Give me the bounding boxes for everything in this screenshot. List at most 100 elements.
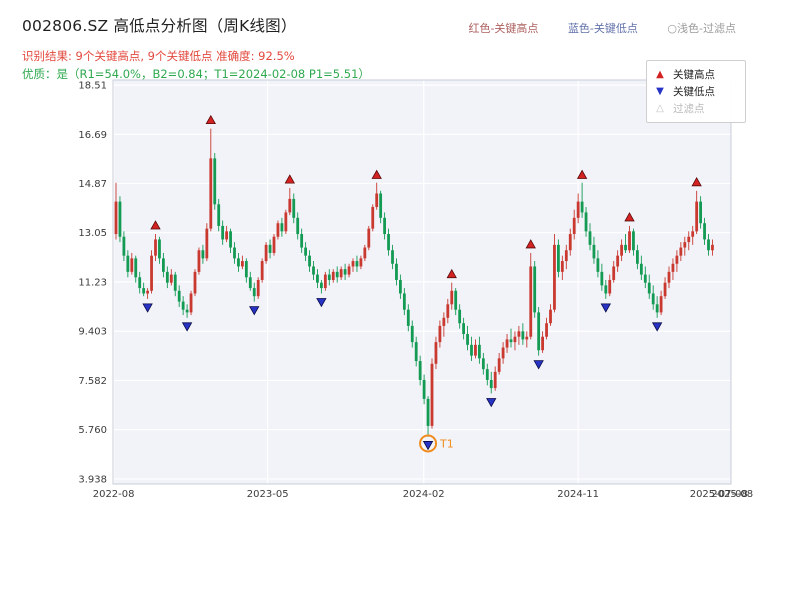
candle-body — [636, 250, 639, 264]
candle-body — [114, 201, 118, 235]
candle-body — [501, 347, 505, 359]
key-low-marker — [651, 322, 663, 332]
down-triangle-icon: ▼ — [656, 85, 664, 97]
key-high-marker — [446, 268, 457, 279]
x-tick-label: 2023-05 — [247, 489, 289, 500]
candle-body — [268, 244, 272, 253]
candle-body — [118, 201, 122, 237]
candle-body — [233, 247, 236, 259]
candle-body — [600, 271, 604, 286]
y-tick-label: 16.69 — [78, 130, 107, 141]
candle-body — [580, 201, 584, 213]
candle-body — [707, 239, 710, 251]
candle-body — [493, 371, 497, 389]
candle-body — [181, 301, 185, 310]
x-tick-label: 2024-11 — [557, 489, 599, 500]
legend-item-key-high: ▲ 关键高点 — [654, 66, 738, 83]
candle-body — [466, 334, 469, 345]
candle-body — [446, 304, 450, 318]
candle-body — [584, 212, 588, 232]
candle-body — [399, 279, 402, 294]
candle-body — [703, 223, 706, 240]
candle-body — [126, 255, 130, 272]
candle-body — [197, 250, 201, 272]
key-low-marker — [181, 322, 193, 332]
color-key-filtered-label: ○浅色-过滤点 — [667, 22, 736, 35]
candle-body — [252, 288, 256, 297]
candle-body — [347, 266, 351, 275]
candle-body — [229, 231, 232, 248]
page-title: 002806.SZ 高低点分析图（周K线图） — [22, 17, 297, 35]
candle-body — [323, 274, 327, 289]
candle-body — [699, 201, 702, 224]
x-tick-label: 2025-08 — [711, 489, 753, 500]
candle-body — [383, 217, 386, 235]
candle-body — [675, 255, 679, 264]
candle-body — [647, 282, 651, 294]
candle-body — [430, 363, 434, 426]
candle-body — [489, 379, 493, 389]
candle-body — [264, 244, 268, 262]
candle-body — [134, 258, 138, 278]
candle-body — [568, 234, 572, 251]
y-tick-label: 14.87 — [78, 179, 107, 190]
candle-body — [497, 358, 501, 372]
candle-body — [505, 339, 509, 348]
candle-body — [549, 309, 552, 324]
candle-body — [604, 285, 608, 294]
candle-body — [395, 263, 398, 280]
candle-body — [438, 325, 442, 343]
plot-border — [112, 79, 732, 485]
candle-body — [450, 290, 454, 305]
t1-circle-annotation — [419, 434, 438, 453]
candle-body — [560, 261, 564, 272]
color-key-low-label: 蓝色-关键低点 — [567, 22, 638, 35]
candle-body — [711, 244, 714, 251]
candle-body — [154, 239, 157, 256]
candle-body — [122, 236, 126, 256]
candle-body — [312, 266, 315, 275]
candle-body — [375, 193, 379, 208]
legend-item-filtered: △ 过滤点 — [654, 100, 738, 117]
candle-body — [509, 339, 513, 343]
candle-body — [485, 369, 489, 380]
candle-body — [564, 250, 568, 262]
candle-body — [639, 263, 643, 275]
candle-body — [138, 277, 142, 289]
candle-body — [525, 336, 529, 340]
candle-body — [545, 323, 548, 337]
color-key: 红色-关键高点 蓝色-关键低点 ○浅色-过滤点 — [442, 20, 736, 36]
key-high-marker — [205, 114, 216, 125]
candle-body — [426, 398, 430, 426]
candle-body — [553, 244, 556, 310]
key-high-marker — [371, 169, 382, 179]
candle-body — [651, 293, 655, 305]
candle-body — [655, 304, 659, 313]
candle-body — [331, 271, 335, 280]
candle-body — [462, 323, 465, 335]
key-low-marker — [422, 441, 434, 451]
candle-body — [624, 244, 627, 251]
key-low-marker — [600, 303, 611, 313]
x-tick-label: 2024-02 — [403, 489, 445, 500]
candle-body — [608, 279, 612, 294]
candle-body — [541, 336, 544, 351]
candle-body — [596, 258, 600, 272]
candle-body — [244, 261, 248, 278]
candle-body — [162, 258, 165, 272]
key-high-marker — [624, 212, 635, 222]
candle-body — [316, 274, 319, 283]
candle-body — [189, 293, 193, 313]
y-tick-label: 7.582 — [78, 376, 107, 387]
candle-body — [387, 234, 390, 251]
legend-item-key-low: ▼ 关键低点 — [654, 83, 738, 100]
candle-body — [576, 201, 580, 218]
t1-label: T1 — [439, 437, 454, 450]
candle-body — [474, 344, 477, 356]
candle-body — [671, 263, 675, 272]
candle-body — [355, 261, 359, 267]
key-high-marker — [525, 239, 536, 249]
candle-body — [572, 217, 576, 235]
x-tick-label: 2022-08 — [93, 489, 135, 500]
key-low-marker — [486, 398, 497, 408]
